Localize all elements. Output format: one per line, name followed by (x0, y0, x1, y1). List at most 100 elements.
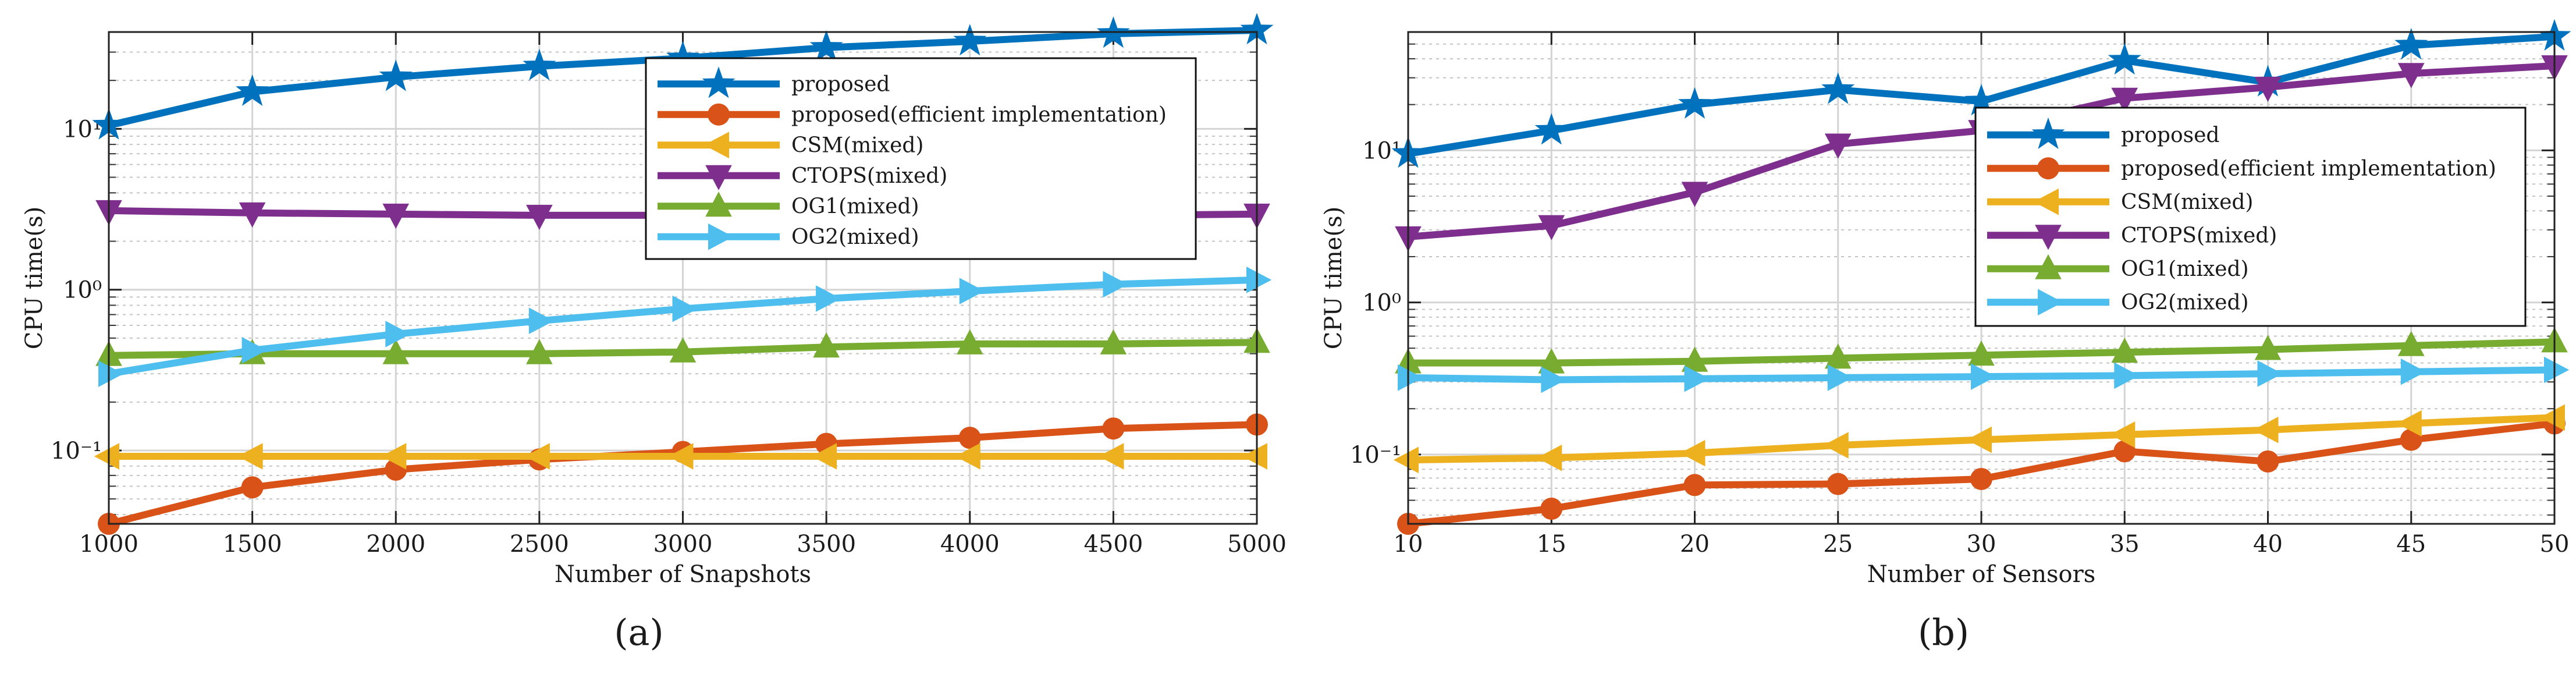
panel-b-x-tick-label: 25 (1823, 531, 1853, 558)
panel-a-legend-csm-mixed-label: CSM(mixed) (791, 133, 923, 157)
panel-b-series-proposed-point (1821, 72, 1855, 104)
panel-a-series-csm-mixed-point (668, 443, 694, 470)
panel-a-series-proposed-point (523, 48, 556, 81)
panel-a-series-csm-mixed-point (1242, 443, 1267, 470)
panel-a-x-axis-label: Number of Snapshots (555, 561, 811, 588)
panel-b-x-tick-label: 20 (1680, 531, 1710, 558)
panel-b-series-og1-mixed-point (2254, 335, 2282, 360)
panel-b-legend-box (1974, 107, 2527, 327)
panel-b-series-ctops-mixed-point (2254, 76, 2282, 102)
panel-a-series-og2-mixed-point (1103, 271, 1128, 298)
panel-b-x-tick-label: 15 (1537, 531, 1566, 558)
panel-b-series-csm-mixed-point (2539, 404, 2565, 431)
panel-b-series-og2-mixed-point (1827, 364, 1853, 391)
panel-b-legend-ctops-mixed-marker (2035, 225, 2062, 250)
panel-a-x-tick-label: 4500 (1083, 531, 1143, 558)
panel-a-series-csm-mixed-point (524, 443, 550, 470)
panel-b-legend-ctops-mixed-label: CTOPS(mixed) (2121, 224, 2277, 247)
panel-b-series-proposed-point (2394, 28, 2428, 60)
panel-a-series-proposed-point (666, 41, 699, 73)
panel-b-legend-csm-mixed-label: CSM(mixed) (2121, 190, 2253, 214)
panel-b-series-csm-mixed-point (2110, 421, 2136, 448)
panel-b-series-og2-mixed-point (1541, 366, 1566, 393)
panel-b-series-ctops-mixed-point (1824, 133, 1852, 159)
panel-b-legend-og1-mixed-marker (2035, 254, 2062, 279)
panel-b-series-og2-mixed-point (2400, 358, 2426, 385)
panel-b-legend-og2-mixed-label: OG2(mixed) (2121, 290, 2249, 314)
panel-a-series-csm-mixed-point (237, 443, 263, 470)
panel-a-axes-frame (108, 31, 1258, 525)
panel-a-x-tick-label: 2500 (510, 531, 569, 558)
panel-a-x-tick-label: 5000 (1227, 531, 1287, 558)
panel-a-y-tick-label: 10⁻¹ (51, 438, 102, 464)
panel-b-series-og1-mixed-point (1824, 343, 1852, 369)
panel-b-series-og1-mixed-point (2111, 338, 2138, 363)
panel-a-series-csm-mixed-point (381, 443, 407, 470)
panel-b-x-axis-label: Number of Sensors (1867, 561, 2096, 588)
panel-a-legend-og2-mixed-marker (708, 223, 734, 250)
panel-a-series-og1-mixed-point (526, 339, 553, 364)
panel-b-series-proposed-efficient-implementation-point (2257, 450, 2279, 473)
panel-b-legend-csm-mixed-marker (2033, 188, 2059, 215)
panel-b-x-tick-label: 35 (2110, 531, 2140, 558)
panel-a-legend-og1-mixed-label: OG1(mixed) (791, 194, 919, 218)
panel-a-x-tick-label: 2000 (366, 531, 425, 558)
panel-a-legend-csm-mixed-marker (703, 132, 729, 159)
panel-b-series-proposed-point (2108, 42, 2141, 75)
panel-a-series-proposed-point (379, 59, 413, 91)
panel-a-series-ctops-mixed-point (239, 202, 266, 228)
panel-b-series-ctops-mixed-point (2397, 63, 2425, 88)
panel-b-series-proposed-point (1964, 84, 1998, 116)
panel-a-legend: proposed proposed(efficient implementatio… (645, 57, 1197, 260)
panel-b-series-og2-mixed-point (2544, 356, 2570, 384)
panel-a-series-proposed-efficient-implementation-point (1102, 417, 1125, 440)
panel-a-series-ctops-mixed-point (382, 203, 409, 229)
caption-b: (b) (1918, 611, 1969, 654)
panel-a-series-og2-mixed-point (959, 278, 985, 304)
panel-b-series-og2-mixed-point (1398, 364, 1423, 391)
panel-b-legend-og2-mixed-marker (2038, 289, 2063, 315)
panel-a-series-ctops-mixed-point (526, 204, 553, 230)
panel-b-y-tick-label: 10⁻¹ (1350, 442, 1401, 469)
panel-b-y-axis-label: CPU time(s) (1320, 207, 1347, 349)
panel-b-series-proposed-efficient-implementation-point (1683, 474, 1706, 496)
panel-a-series-og1-mixed-point (813, 332, 840, 358)
panel-a-x-tick-label: 1000 (79, 531, 138, 558)
panel-a-x-tick-label: 3500 (797, 531, 856, 558)
panel-a-series-og2-mixed-point (672, 295, 698, 322)
panel-b-series-og2-mixed-point (2257, 360, 2283, 387)
panel-b-series-og1-mixed-point (1968, 340, 1995, 366)
panel-a-legend-proposed-marker (702, 66, 736, 98)
panel-b-series-ctops-mixed-point (1538, 215, 1565, 240)
panel-b-x-tick-label: 40 (2253, 531, 2283, 558)
panel-a-series-og2-mixed-point (385, 321, 411, 347)
panel-b-series-csm-mixed-point (2253, 416, 2279, 444)
panel-b-legend: proposed proposed(efficient implementatio… (1974, 107, 2527, 327)
panel-b-series-csm-mixed-point (1537, 444, 1562, 471)
panel-b-series-csm-mixed-point (1393, 446, 1419, 474)
panel-b-series-og2-mixed-point (1684, 365, 1710, 392)
panel-b-legend-proposed-efficient-implementation-marker (2037, 157, 2059, 180)
panel-b-series-csm-mixed-point (2396, 410, 2422, 437)
panel-a-series-csm-mixed-point (955, 443, 980, 470)
panel-b-series-csm-mixed-point (1680, 439, 1706, 467)
panel-a-series-og2-mixed-point (528, 307, 555, 334)
panel-a-series-og1-mixed-point (382, 339, 409, 364)
panel-b-legend-proposed-efficient-implementation-label: proposed(efficient implementation) (2121, 157, 2496, 180)
panel-a-series-proposed-point (953, 24, 987, 56)
panel-a-legend-og1-mixed-marker (705, 191, 732, 217)
panel-a-series-og2-mixed-point (98, 360, 124, 387)
panel-a-series-og2-mixed-point (241, 337, 267, 364)
panel-b-x-tick-label: 45 (2396, 531, 2426, 558)
panel-a-series-proposed-efficient-implementation-point (241, 476, 264, 499)
panel-b-series-og1-mixed-point (1681, 346, 1708, 372)
panel-a-legend-og2-mixed-label: OG2(mixed) (791, 225, 919, 249)
panel-a-x-tick-label: 1500 (223, 531, 282, 558)
panel-a-series-og1-mixed-point (1100, 329, 1127, 354)
panel-b-series-proposed-efficient-implementation-point (2113, 440, 2136, 463)
panel-b-series-ctops-mixed-point (2111, 87, 2138, 113)
panel-b-series-ctops-mixed-point (1681, 182, 1708, 207)
panel-a-series-og2-mixed-point (1246, 267, 1272, 293)
